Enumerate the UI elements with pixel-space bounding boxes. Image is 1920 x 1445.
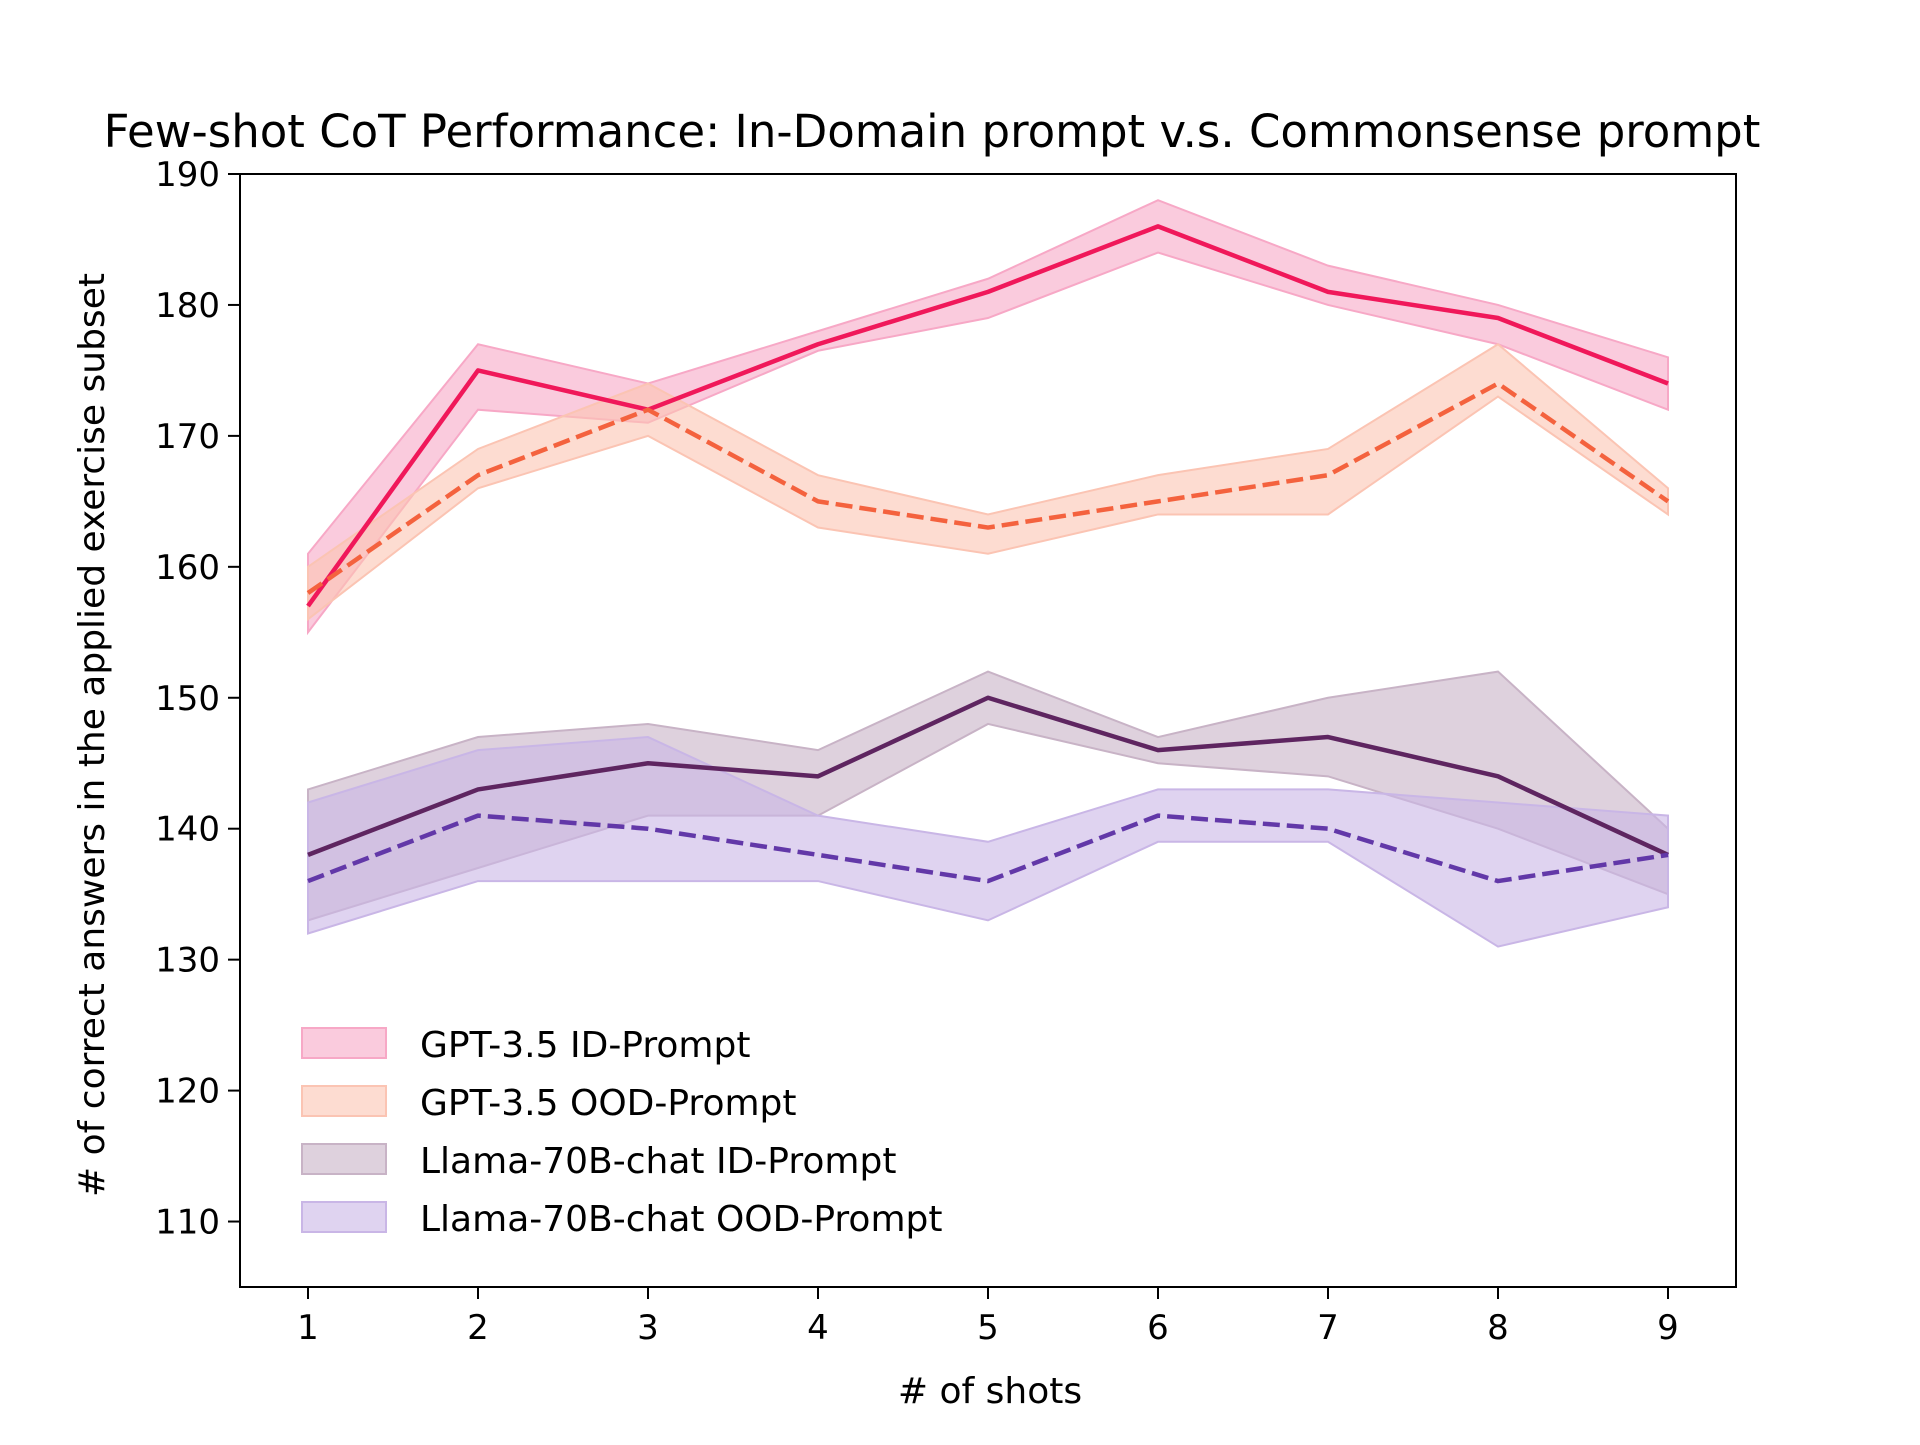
y-tick-label: 110 — [155, 1203, 220, 1243]
y-tick-label: 180 — [155, 286, 220, 326]
y-tick-label: 160 — [155, 548, 220, 588]
y-tick-label: 150 — [155, 679, 220, 719]
gpt-3-5-id-prompt-line — [306, 224, 1669, 608]
y-axis-ticks: 110 120 130 140 150 160 170 180 190 — [155, 155, 240, 1243]
y-tick-label: 130 — [155, 941, 220, 981]
gpt-3-5-id-prompt-legend-label: GPT-3.5 ID-Prompt — [420, 1025, 750, 1066]
x-tick-label: 3 — [637, 1308, 659, 1348]
llama-70b-chat-id-prompt-legend-swatch — [301, 1143, 387, 1175]
x-tick-label: 1 — [297, 1308, 319, 1348]
gpt-3-5-ood-prompt-band — [307, 342, 1669, 622]
x-tick-label: 5 — [977, 1308, 999, 1348]
series-lines — [306, 224, 1670, 884]
x-axis-label: # of shots — [898, 1371, 1082, 1412]
y-tick-label: 170 — [155, 417, 220, 457]
llama-70b-chat-ood-prompt-line — [307, 813, 1669, 884]
gpt-3-5-id-prompt-legend-swatch — [301, 1027, 387, 1059]
gpt-3-5-ood-prompt-legend-label: GPT-3.5 OOD-Prompt — [420, 1083, 797, 1124]
llama-70b-chat-ood-prompt-band — [307, 736, 1669, 948]
chart-title: Few-shot CoT Performance: In-Domain prom… — [104, 105, 1761, 158]
x-axis-ticks: 1 2 3 4 5 6 7 8 9 — [297, 1287, 1679, 1348]
x-tick-label: 6 — [1147, 1308, 1169, 1348]
y-axis-label: # of correct answers in the applied exer… — [72, 273, 113, 1197]
gpt-3-5-ood-prompt-line — [306, 381, 1670, 595]
x-tick-label: 2 — [467, 1308, 489, 1348]
x-tick-label: 4 — [807, 1308, 829, 1348]
gpt-3-5-ood-prompt-legend-swatch — [301, 1085, 387, 1117]
x-tick-label: 9 — [1657, 1308, 1679, 1348]
y-tick-label: 140 — [155, 810, 220, 850]
x-tick-label: 8 — [1487, 1308, 1509, 1348]
llama-70b-chat-id-prompt-line — [307, 695, 1669, 857]
confidence-bands — [307, 199, 1669, 948]
llama-70b-chat-ood-prompt-legend-label: Llama-70B-chat OOD-Prompt — [420, 1199, 943, 1240]
llama-70b-chat-ood-prompt-legend-swatch — [301, 1201, 387, 1233]
y-tick-label: 190 — [155, 155, 220, 195]
legend: GPT-3.5 ID-Prompt GPT-3.5 OOD-Prompt Llama… — [301, 1025, 943, 1240]
y-tick-label: 120 — [155, 1072, 220, 1112]
x-tick-label: 7 — [1317, 1308, 1339, 1348]
llama-70b-chat-id-prompt-legend-label: Llama-70B-chat ID-Prompt — [420, 1141, 896, 1182]
